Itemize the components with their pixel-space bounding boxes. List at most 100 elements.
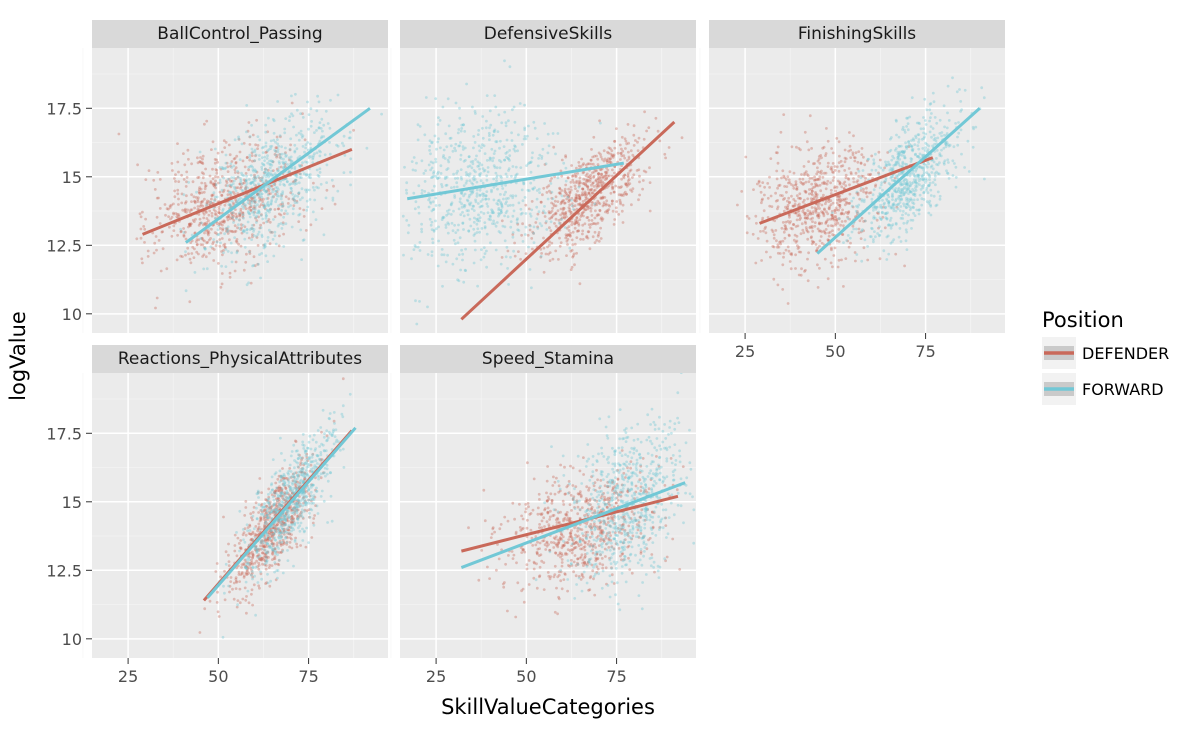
scatter-point [841,164,845,168]
scatter-point [473,232,477,236]
scatter-point [295,147,299,151]
scatter-point [437,176,441,180]
scatter-point [458,106,461,110]
scatter-point [931,127,935,130]
scatter-point [831,233,835,237]
scatter-point [620,177,623,181]
scatter-point [565,239,569,243]
scatter-point [266,149,269,153]
scatter-point [582,193,586,197]
scatter-point [259,541,263,544]
scatter-point [222,139,226,143]
scatter-point [918,156,922,160]
scatter-point [909,172,913,175]
scatter-point [184,185,188,188]
scatter-point [352,128,355,132]
scatter-point [567,193,571,197]
scatter-point [800,182,804,185]
scatter-point [856,210,859,213]
scatter-point [569,212,573,216]
scatter-point [901,164,904,168]
scatter-point [467,229,471,233]
scatter-point [479,210,483,214]
scatter-point [916,175,919,179]
scatter-point [266,197,270,200]
scatter-point [897,186,901,190]
scatter-point [314,504,317,507]
scatter-point [809,197,813,201]
scatter-point [298,207,302,210]
scatter-point [269,147,273,151]
scatter-point [873,230,876,234]
scatter-point [578,282,582,286]
scatter-point [624,193,628,196]
scatter-point [272,508,276,512]
scatter-point [244,187,247,191]
scatter-point [209,245,213,249]
scatter-point [599,217,603,221]
scatter-point [912,189,916,193]
scatter-point [904,206,908,209]
scatter-point [277,144,281,148]
scatter-point [311,186,315,189]
scatter-point [899,189,903,193]
scatter-point [594,209,597,213]
scatter-point [238,182,242,186]
scatter-point [601,204,605,208]
scatter-point [268,174,272,177]
scatter-point [239,546,243,550]
scatter-point [572,181,576,184]
scatter-point [158,207,162,210]
scatter-point [221,220,225,224]
scatter-point [233,549,237,553]
scatter-point [923,149,927,152]
scatter-point [155,196,159,200]
scatter-point [277,489,281,492]
scatter-point [263,552,266,556]
scatter-point [912,193,916,196]
scatter-point [282,232,285,236]
scatter-point [294,179,298,182]
scatter-point [917,133,921,137]
scatter-point [183,230,187,234]
scatter-point [851,151,855,155]
scatter-point [271,544,275,548]
scatter-point [182,231,186,234]
scatter-point [277,502,281,506]
scatter-point [563,187,567,191]
scatter-point [267,533,271,536]
scatter-point [460,177,463,181]
scatter-point [889,206,893,210]
scatter-point [902,169,906,173]
scatter-point [252,230,255,233]
scatter-point [604,210,607,214]
scatter-point [586,205,589,209]
scatter-point [632,173,636,177]
scatter-point [248,523,252,527]
scatter-point [275,155,278,159]
scatter-point [449,144,453,148]
scatter-point [257,561,261,565]
scatter-point [911,205,915,209]
scatter-point [271,542,275,545]
scatter-point [840,211,844,215]
scatter-point [920,197,924,201]
scatter-point [276,499,279,502]
scatter-point [265,522,269,525]
scatter-point [331,198,335,202]
scatter-point [272,119,276,123]
scatter-point [284,222,288,226]
scatter-point [275,550,279,554]
scatter-point [867,211,871,215]
scatter-point [274,511,278,514]
scatter-point [321,129,324,133]
scatter-point [565,193,569,197]
scatter-point [307,173,311,177]
scatter-point [884,212,888,216]
scatter-point [208,209,212,213]
scatter-point [263,522,267,526]
scatter-point [193,247,196,251]
scatter-point [593,222,596,225]
scatter-point [444,260,448,264]
scatter-point [887,200,890,204]
